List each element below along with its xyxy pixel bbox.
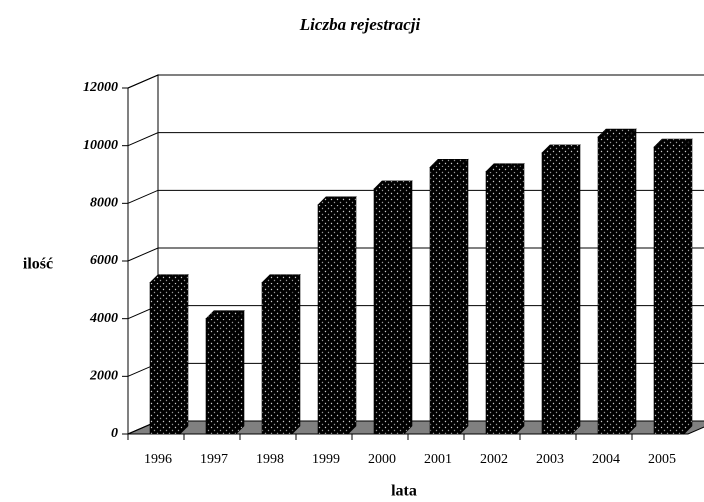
x-tick-label: 1996 <box>144 452 172 467</box>
bar <box>485 171 517 435</box>
bar-side <box>683 138 693 435</box>
bar-side <box>235 309 245 435</box>
bar <box>317 204 349 435</box>
bar <box>149 282 181 435</box>
bar <box>373 188 405 435</box>
y-tick-label: 2000 <box>89 369 118 384</box>
x-tick-label: 2000 <box>368 452 396 467</box>
y-tick-label: 0 <box>111 426 118 441</box>
grid-line <box>127 74 704 89</box>
grid-line <box>127 132 704 147</box>
bar-side <box>291 273 301 435</box>
bar-side <box>627 128 637 435</box>
x-tick-label: 2004 <box>592 452 620 467</box>
y-tick-label: 10000 <box>83 138 118 153</box>
y-axis-label: ilość <box>23 256 53 273</box>
bar-side <box>459 158 469 435</box>
bar-side <box>571 144 581 435</box>
bar <box>597 136 629 435</box>
x-tick-label: 2005 <box>648 452 676 467</box>
bar-side <box>179 273 189 435</box>
bar <box>541 152 573 435</box>
x-tick-label: 2001 <box>424 452 452 467</box>
y-tick-label: 8000 <box>90 196 118 211</box>
y-tick-label: 6000 <box>90 253 118 268</box>
bar <box>205 318 237 435</box>
x-tick-label: 1999 <box>312 452 340 467</box>
bar-side <box>515 162 525 435</box>
chart-title: Liczba rejestracji <box>299 15 421 34</box>
bar <box>653 146 685 435</box>
bar-side <box>403 180 413 435</box>
bar-side <box>347 196 357 435</box>
bar <box>261 282 293 435</box>
x-tick-label: 2003 <box>536 452 564 467</box>
y-tick-label: 12000 <box>83 80 118 95</box>
bar <box>429 166 461 435</box>
grid-line <box>127 247 704 262</box>
x-tick-label: 2002 <box>480 452 508 467</box>
x-tick-label: 1998 <box>256 452 284 467</box>
y-tick-label: 4000 <box>89 311 118 326</box>
grid-line <box>127 189 704 204</box>
x-tick-label: 1997 <box>200 452 228 467</box>
x-axis-label: lata <box>391 483 417 500</box>
